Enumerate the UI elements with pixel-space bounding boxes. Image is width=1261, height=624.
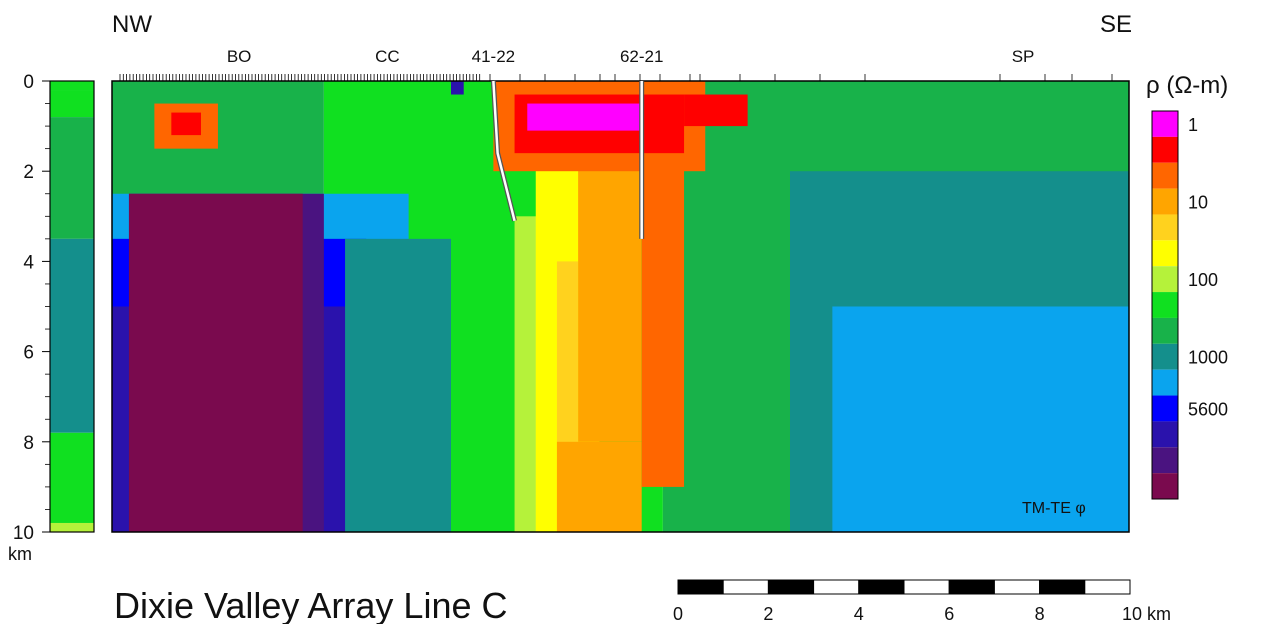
colorbar: 1 10 100 1000 5600 [1151, 110, 1228, 500]
colorbar-swatch-13 [1152, 447, 1178, 474]
scale-bar-label: 6 [944, 604, 954, 624]
colorbar-title: ρ (Ω-m) [1146, 72, 1228, 99]
colorbar-swatch-6 [1152, 266, 1178, 293]
resistivity-cell-17 [578, 126, 642, 442]
well-traces [490, 80, 645, 239]
colorbar-swatch-4 [1152, 214, 1178, 241]
colorbar-swatch-2 [1152, 162, 1178, 189]
chart-title: Dixie Valley Array Line C [114, 585, 508, 624]
colorbar-swatch-14 [1152, 473, 1178, 499]
resistivity-cell-9 [128, 193, 303, 532]
depth-unit-label: km [8, 544, 32, 564]
scale-bar-segment [1084, 579, 1131, 595]
scale-bar-label: 10 km [1122, 604, 1171, 624]
scale-bar-segment [858, 579, 905, 595]
resistivity-cell-16 [556, 441, 642, 532]
column-layer-0 [50, 81, 94, 91]
colorbar-swatch-1 [1152, 136, 1178, 163]
station-label-bo: BO [227, 47, 252, 66]
scale-bar: 0 2 4 6 8 10 km [673, 579, 1171, 624]
depth-axis: 0 2 4 6 8 10 [13, 72, 50, 544]
station-label-sp: SP [1012, 47, 1035, 66]
resistivity-cell-22 [684, 94, 748, 127]
colorbar-swatch-9 [1152, 343, 1178, 370]
scale-bar-label: 4 [854, 604, 864, 624]
colorbar-tick-1000: 1000 [1188, 348, 1228, 368]
station-tick-marks [119, 74, 1113, 81]
resistivity-cell-10 [112, 81, 125, 104]
colorbar-swatch-11 [1152, 395, 1178, 422]
mode-label: TM-TE φ [1022, 500, 1086, 517]
colorbar-swatch-7 [1152, 292, 1178, 318]
colorbar-swatch-8 [1152, 317, 1178, 344]
scale-bar-label: 8 [1035, 604, 1045, 624]
resistivity-cell-24 [171, 112, 201, 136]
depth-tick-label: 2 [23, 162, 34, 183]
station-labels: BO CC 41-22 62-21 SP [227, 47, 1035, 66]
scale-bar-segment [813, 579, 860, 595]
resistivity-cell-4 [832, 306, 1129, 532]
column-model [50, 81, 94, 532]
colorbar-swatch-3 [1152, 188, 1178, 215]
column-layer-1 [50, 90, 94, 118]
colorbar-swatch-10 [1152, 369, 1178, 396]
colorbar-tick-10: 10 [1188, 193, 1208, 213]
scale-bar-segment [948, 579, 995, 595]
resistivity-section-plot [112, 81, 1129, 533]
depth-tick-label: 6 [23, 343, 34, 364]
colorbar-swatch-0 [1152, 111, 1178, 137]
resistivity-cell-26 [387, 103, 494, 140]
scale-bar-segment [903, 579, 950, 595]
colorbar-swatch-12 [1152, 421, 1178, 448]
resistivity-cell-25 [451, 81, 464, 95]
column-layer-4 [50, 432, 94, 523]
scale-bar-segment [677, 579, 724, 595]
depth-tick-label: 8 [23, 433, 34, 454]
scale-bar-segment [767, 579, 815, 595]
direction-nw: NW [112, 11, 152, 38]
scale-bar-label: 2 [763, 604, 773, 624]
scale-bar-segment [1039, 579, 1086, 595]
depth-tick-label: 10 [13, 523, 34, 544]
colorbar-swatch-5 [1152, 240, 1178, 267]
colorbar-tick-100: 100 [1188, 270, 1218, 290]
scale-bar-segment [722, 579, 769, 595]
colorbar-tick-5600: 5600 [1188, 399, 1228, 419]
column-layer-5 [50, 522, 94, 532]
section-frame [111, 80, 1130, 533]
scale-bar-segment [993, 579, 1041, 595]
station-label-cc: CC [375, 47, 400, 66]
column-layer-2 [50, 117, 94, 239]
colorbar-frame [1151, 110, 1179, 500]
direction-se: SE [1100, 11, 1132, 38]
depth-tick-label: 4 [23, 252, 34, 273]
resistivity-cell-21 [527, 103, 642, 131]
station-label-41-22: 41-22 [472, 47, 515, 66]
well-trace-0 [492, 80, 516, 222]
column-layer-3 [50, 238, 94, 433]
depth-tick-label: 0 [23, 72, 34, 93]
resistivity-cell-11 [345, 238, 451, 532]
colorbar-tick-1: 1 [1188, 115, 1198, 135]
station-label-62-21: 62-21 [620, 47, 663, 66]
scale-bar-label: 0 [673, 604, 683, 624]
